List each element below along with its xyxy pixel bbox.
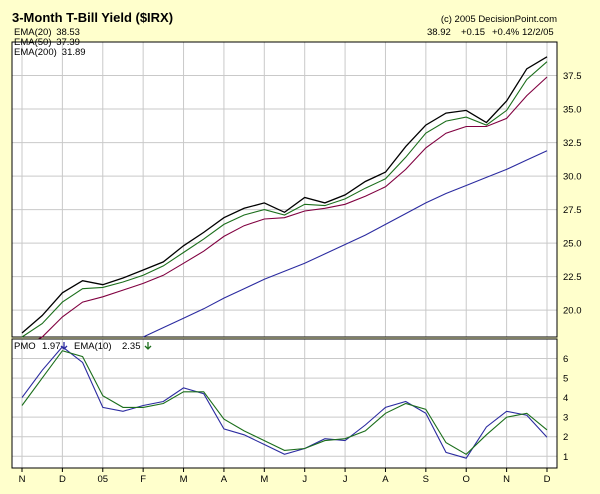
- legend-value: 38.53: [56, 27, 80, 38]
- copyright-text: (c) 2005 DecisionPoint.com: [441, 14, 557, 25]
- x-tick-label: M: [180, 474, 188, 485]
- x-tick-label: J: [302, 474, 307, 485]
- pmo-border: [11, 338, 558, 469]
- price-plot-area: [11, 41, 558, 338]
- pmo-y-tick-label: 6: [563, 354, 568, 365]
- legend-label: EMA(50): [14, 37, 51, 48]
- price-y-tick-label: 35.0: [563, 105, 582, 116]
- price-y-tick-label: 22.5: [563, 272, 582, 283]
- price-border: [11, 41, 558, 338]
- price-panel: 20.0 22.5 25.0 27.5 30.0 32.5 35.0 37.5: [11, 41, 582, 349]
- pmo-ema-legend-value: 2.35: [122, 341, 141, 352]
- pmo-y-tick-label: 1: [563, 452, 568, 463]
- x-tick-label: M: [260, 474, 268, 485]
- price-y-tick-label: 27.5: [563, 205, 582, 216]
- x-axis: N D 05 F M A M J J A S O N D: [19, 468, 551, 485]
- pmo-y-tick-label: 3: [563, 413, 568, 424]
- pmo-legend-label: PMO: [14, 341, 36, 352]
- quote-change: +0.15: [461, 27, 485, 38]
- legend-value: 37.39: [56, 37, 80, 48]
- price-series-price: [21, 56, 548, 334]
- x-tick-label: N: [19, 474, 26, 485]
- quote-last: 38.92: [427, 27, 451, 38]
- pmo-down-arrow-icon: [60, 342, 68, 350]
- x-tick-label: A: [382, 474, 389, 485]
- pmo-legend-value: 1.97: [42, 341, 61, 352]
- legend-value: 31.89: [62, 47, 86, 58]
- chart-title: 3-Month T-Bill Yield ($IRX): [12, 10, 173, 25]
- pmo-y-tick-label: 2: [563, 432, 568, 443]
- x-tick-label: S: [423, 474, 429, 485]
- x-tick-label: 05: [97, 474, 108, 485]
- pmo-ema-legend-label: EMA(10): [74, 341, 111, 352]
- price-y-tick-label: 32.5: [563, 138, 582, 149]
- quote-date: 12/2/05: [522, 27, 554, 38]
- price-y-tick-label: 20.0: [563, 306, 582, 317]
- pmo-y-tick-label: 5: [563, 374, 568, 385]
- price-series-ema-50-: [21, 76, 548, 349]
- price-series-ema-20-: [21, 61, 548, 338]
- price-y-tick-label: 25.0: [563, 239, 582, 250]
- legend-label: EMA(200): [14, 47, 57, 58]
- x-tick-label: D: [59, 474, 66, 485]
- quote-pct: +0.4%: [492, 27, 520, 38]
- pmo-panel: 1 2 3 4 5 6: [11, 338, 568, 469]
- x-tick-label: J: [343, 474, 348, 485]
- ema-down-arrow-icon: [144, 342, 152, 350]
- pmo-y-tick-label: 4: [563, 393, 568, 404]
- x-tick-label: F: [140, 474, 146, 485]
- price-y-tick-label: 30.0: [563, 172, 582, 183]
- price-y-tick-label: 37.5: [563, 71, 582, 82]
- x-tick-label: N: [503, 474, 510, 485]
- x-tick-label: D: [544, 474, 551, 485]
- price-series-ema-200-: [142, 150, 548, 338]
- pmo-series-pmo: [21, 346, 548, 459]
- x-tick-label: A: [221, 474, 228, 485]
- x-tick-label: O: [463, 474, 470, 485]
- legend-label: EMA(20): [14, 27, 51, 38]
- pmo-series-ema-10-: [21, 350, 548, 455]
